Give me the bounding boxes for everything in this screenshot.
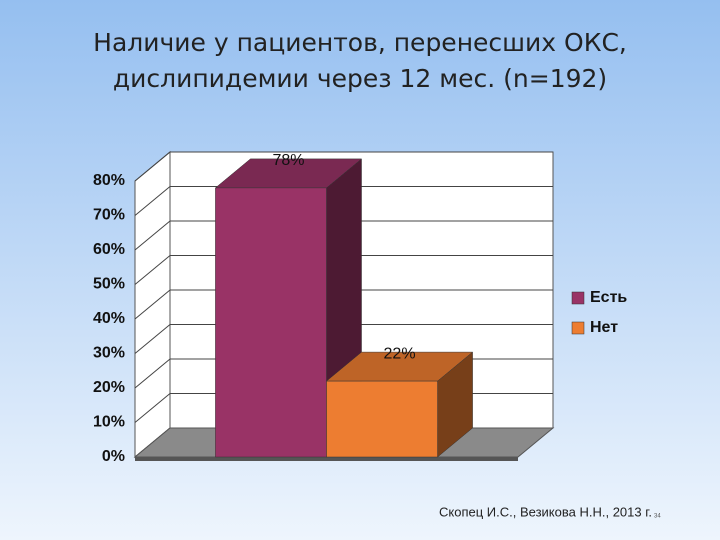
value-label: 78% [272,152,304,169]
grid-line [134,186,171,216]
y-tick-label: 40% [93,310,125,327]
grid-line [134,393,171,423]
floor-edge [135,457,518,461]
grid-line [134,358,171,389]
citation: Скопец И.С., Везикова Н.Н., 2013 г. [439,504,652,519]
y-tick-label: 70% [93,207,125,224]
y-tick-label: 10% [93,414,125,431]
legend-label: Нет [590,319,618,336]
page-number: 34 [654,514,661,520]
legend-swatch [571,291,585,305]
chart-title: Наличие у пациентов, перенесших ОКС, [93,28,627,57]
grid-line [134,324,171,354]
y-tick-label: 0% [102,448,125,465]
y-tick-label: 80% [93,172,125,189]
y-tick-label: 20% [93,379,125,396]
grid-line [134,151,171,182]
bar [326,380,438,458]
legend-swatch [571,321,585,335]
y-tick-label: 30% [93,345,125,362]
y-tick-label: 60% [93,241,125,258]
chart-title: дислипидемии через 12 мес. (n=192) [113,64,607,93]
grid-line [134,220,171,251]
legend-label: Есть [590,289,627,306]
grid-line [134,255,171,285]
value-label: 22% [384,345,416,362]
grid-line [134,289,171,320]
y-tick-label: 50% [93,276,125,293]
bar [215,187,327,458]
